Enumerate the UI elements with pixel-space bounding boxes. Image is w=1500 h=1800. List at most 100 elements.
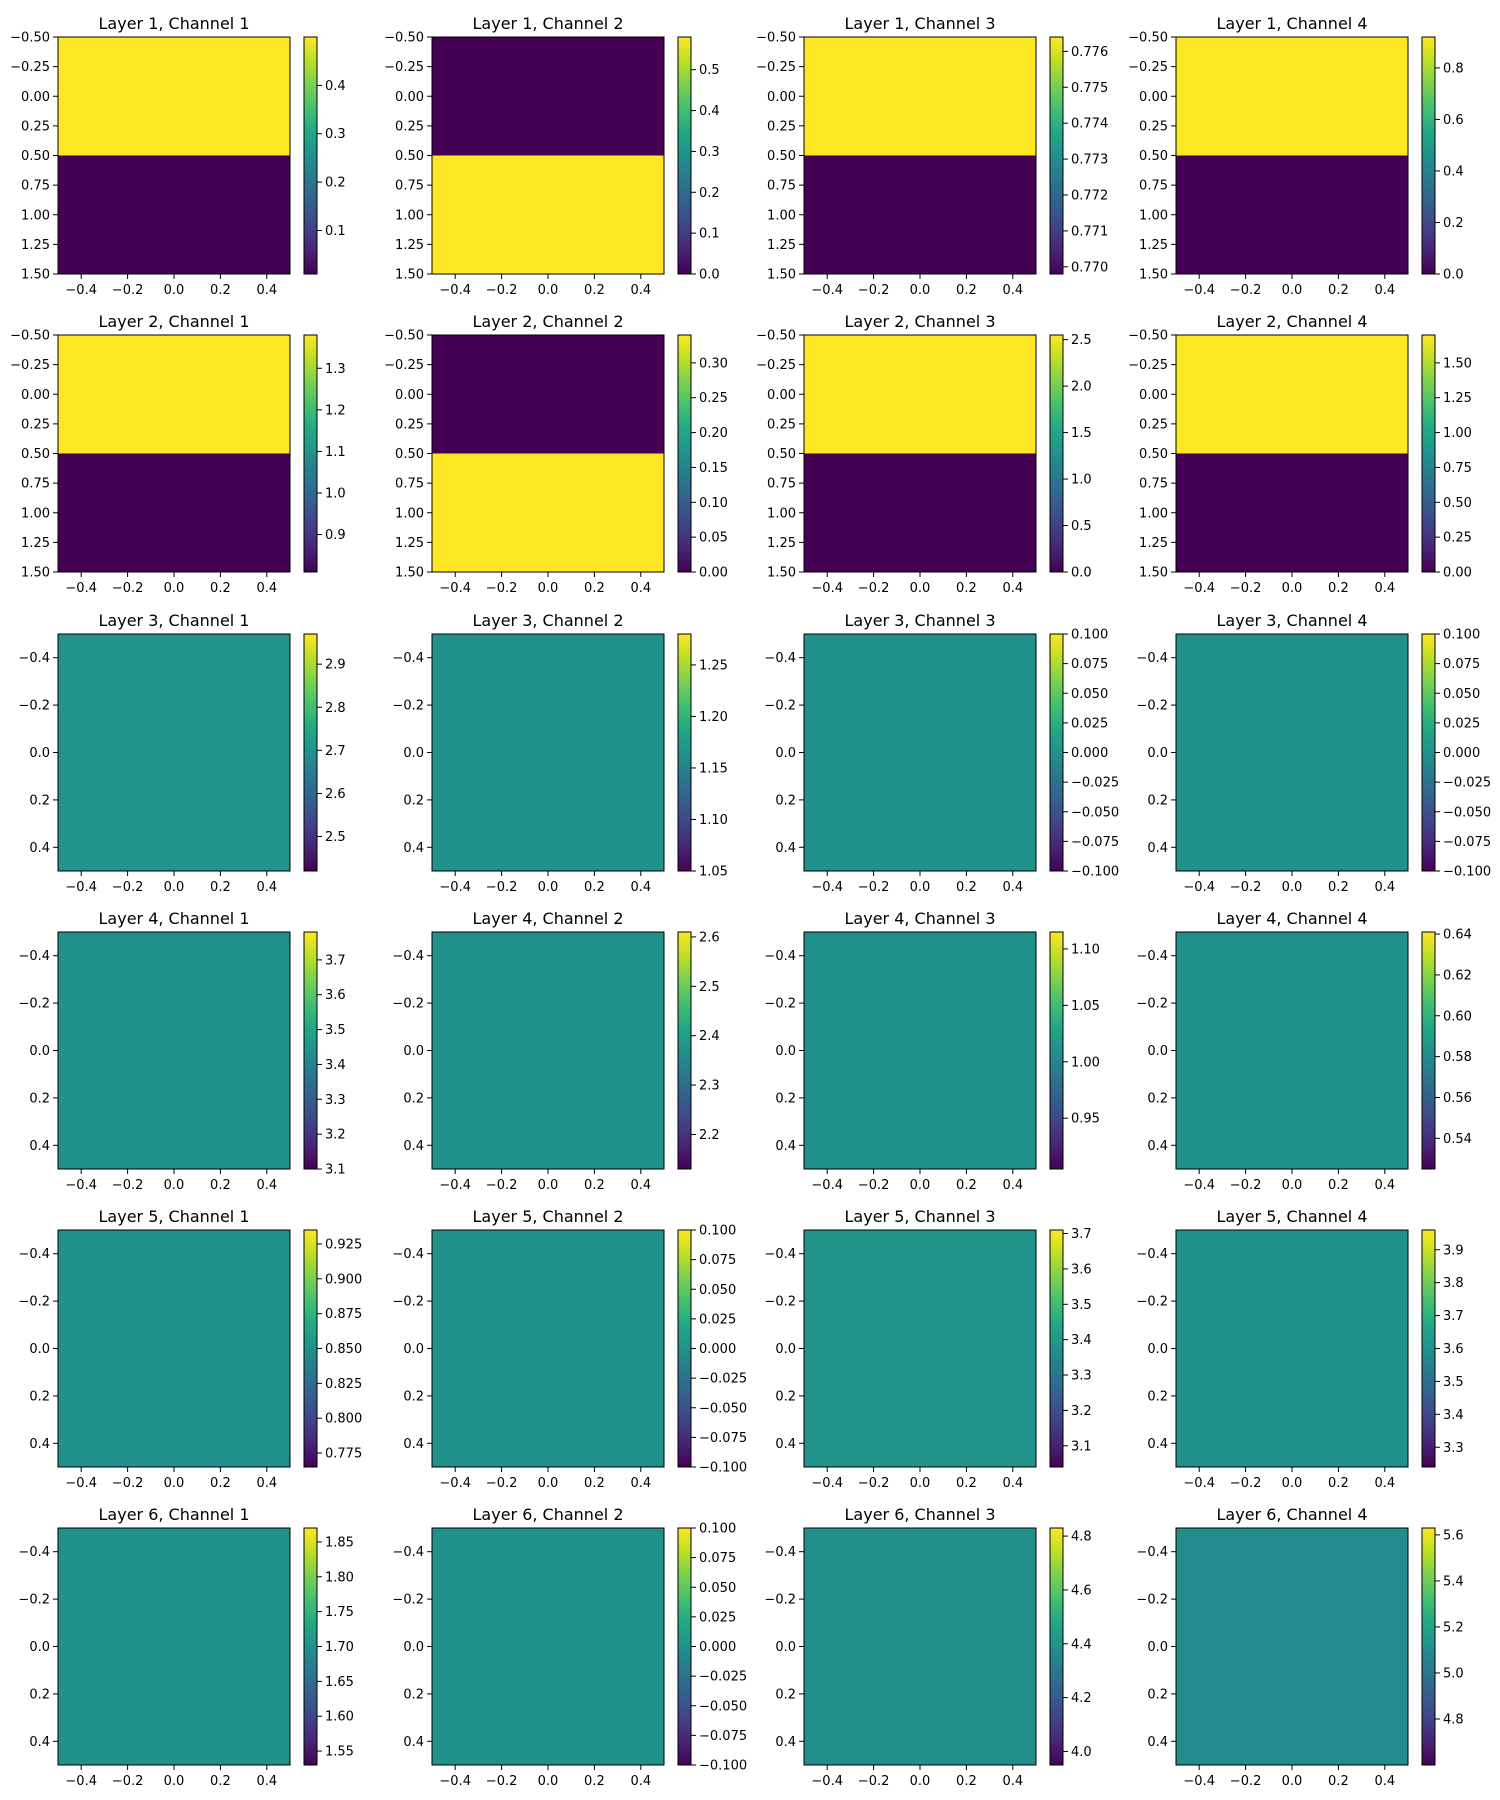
y-tick-label: 0.75 [395,179,424,194]
x-tick-label: −0.4 [811,1476,843,1491]
x-tick-label: −0.4 [1183,1476,1215,1491]
colorbar-tick-label: 0.4 [699,104,720,119]
y-tick-label: −0.4 [392,1247,424,1262]
y-tick-label: 0.00 [21,90,50,105]
y-tick-label: −0.2 [18,699,50,714]
colorbar-gradient [678,1528,691,1765]
colorbar-tick-label: −0.075 [699,1431,747,1446]
y-tick-label: −0.50 [384,329,424,344]
colorbar-gradient [1422,1230,1435,1467]
heatmap-cell [432,453,665,573]
x-tick-label: 0.2 [956,283,977,298]
y-tick-label: −0.25 [384,358,424,373]
x-tick-label: 0.4 [1002,581,1023,596]
y-tick-label: −0.4 [18,1545,50,1560]
y-tick-label: 0.0 [403,1640,424,1655]
y-tick-label: 1.00 [395,208,424,223]
colorbar-tick-label: 0.775 [325,1447,362,1462]
colorbar-tick-label: 0.770 [1071,260,1108,275]
y-tick-label: −0.4 [18,949,50,964]
y-tick-label: 0.2 [775,1091,796,1106]
x-tick-label: 0.0 [1282,283,1303,298]
colorbar-tick-label: 0.772 [1071,189,1108,204]
subplot: Layer 1, Channel 2 −0.4 −0.2 0.0 0.2 0.4 −0.50… [384,14,720,298]
colorbar-gradient [678,1230,691,1467]
colorbar-tick-label: 3.7 [325,953,346,968]
colorbar-tick-label: 0.050 [1443,687,1480,702]
x-tick-label: −0.2 [858,1178,890,1193]
colorbar-tick-label: 1.80 [325,1570,354,1585]
colorbar-tick-label: 4.4 [1071,1637,1092,1652]
subplot: Layer 1, Channel 3 −0.4 −0.2 0.0 0.2 0.4 −0.50… [756,14,1108,298]
colorbar-tick-label: 0.875 [325,1307,362,1322]
colorbar-frame [1421,1527,1436,1766]
colorbar-tick-label: 0.775 [1071,81,1108,96]
x-tick-label: −0.2 [486,1774,518,1789]
colorbar-tick-label: 0.000 [1071,746,1108,761]
x-tick-label: 0.0 [910,1178,931,1193]
colorbar-tick-label: 0.15 [699,461,728,476]
subplot: Layer 6, Channel 1−0.4 −0.2 0.0 0.2 0.4−0.4−… [18,1505,354,1789]
y-tick-label: 0.2 [29,1687,50,1702]
heatmap-cell [1176,155,1409,275]
colorbar-tick-label: 0.8 [1443,61,1464,76]
subplot-title: Layer 3, Channel 2 [473,611,624,630]
colorbar-tick-label: −0.075 [1443,835,1491,850]
y-tick-label: 0.2 [29,1389,50,1404]
x-tick-label: −0.4 [439,1178,471,1193]
colorbar-gradient [1422,634,1435,871]
x-tick-label: 0.4 [630,581,651,596]
y-tick-label: 0.00 [767,90,796,105]
y-tick-label: −0.50 [756,31,796,46]
colorbar-tick-label: −0.100 [699,1759,747,1774]
colorbar-tick-label: 2.8 [325,701,346,716]
colorbar-tick-label: −0.025 [1443,776,1491,791]
y-tick-label: 0.0 [403,1044,424,1059]
x-tick-label: −0.4 [811,581,843,596]
y-tick-label: 0.0 [403,1342,424,1357]
colorbar-tick-label: 0.100 [1443,628,1480,643]
x-tick-label: 0.4 [256,283,277,298]
y-tick-label: 0.4 [403,1437,424,1452]
x-tick-label: −0.4 [439,283,471,298]
colorbar-frame [303,633,318,872]
colorbar-tick-label: 2.5 [699,980,720,995]
y-tick-label: 1.50 [1139,268,1168,283]
colorbar-tick-label: 1.00 [1443,426,1472,441]
subplot: Layer 2, Channel 4 −0.4 −0.2 0.0 0.2 0.4 −0.50… [1128,312,1472,596]
colorbar-tick-label: 4.6 [1071,1583,1092,1598]
x-tick-label: −0.2 [112,581,144,596]
y-tick-label: −0.2 [764,1295,796,1310]
colorbar-tick-label: 0.54 [1443,1132,1472,1147]
x-tick-label: −0.2 [1230,880,1262,895]
colorbar-tick-label: 3.5 [1071,1298,1092,1313]
colorbar-tick-label: 0.5 [699,63,720,78]
x-tick-label: −0.2 [1230,581,1262,596]
colorbar-tick-label: 1.65 [325,1675,354,1690]
y-tick-label: 0.50 [21,149,50,164]
y-tick-label: 0.00 [395,90,424,105]
y-tick-label: 0.2 [775,793,796,808]
colorbar-tick-label: 0.0 [1071,566,1092,581]
colorbar-tick-label: 0.025 [699,1312,736,1327]
subplot-title: Layer 5, Channel 1 [99,1207,250,1226]
colorbar-tick-label: 2.7 [325,744,346,759]
y-tick-label: 0.2 [403,1389,424,1404]
y-tick-label: 0.50 [767,447,796,462]
x-tick-label: 0.2 [584,283,605,298]
colorbar-gradient [1422,37,1435,274]
colorbar-tick-label: 3.6 [325,988,346,1003]
colorbar-gradient [304,634,317,871]
subplot-title: Layer 6, Channel 3 [845,1505,996,1524]
x-tick-label: −0.4 [439,880,471,895]
colorbar-tick-label: 0.900 [325,1272,362,1287]
x-tick-label: 0.2 [956,581,977,596]
y-tick-label: 0.75 [767,179,796,194]
y-tick-label: 0.00 [21,388,50,403]
x-tick-label: 0.2 [1328,880,1349,895]
colorbar-tick-label: −0.100 [1443,865,1491,880]
y-tick-label: 0.0 [775,1640,796,1655]
subplot: Layer 1, Channel 1 −0.4 −0.2 0.0 0.2 0.4 −0.50… [10,14,346,298]
colorbar-tick-label: 5.0 [1443,1666,1464,1681]
colorbar-gradient [1050,335,1063,572]
